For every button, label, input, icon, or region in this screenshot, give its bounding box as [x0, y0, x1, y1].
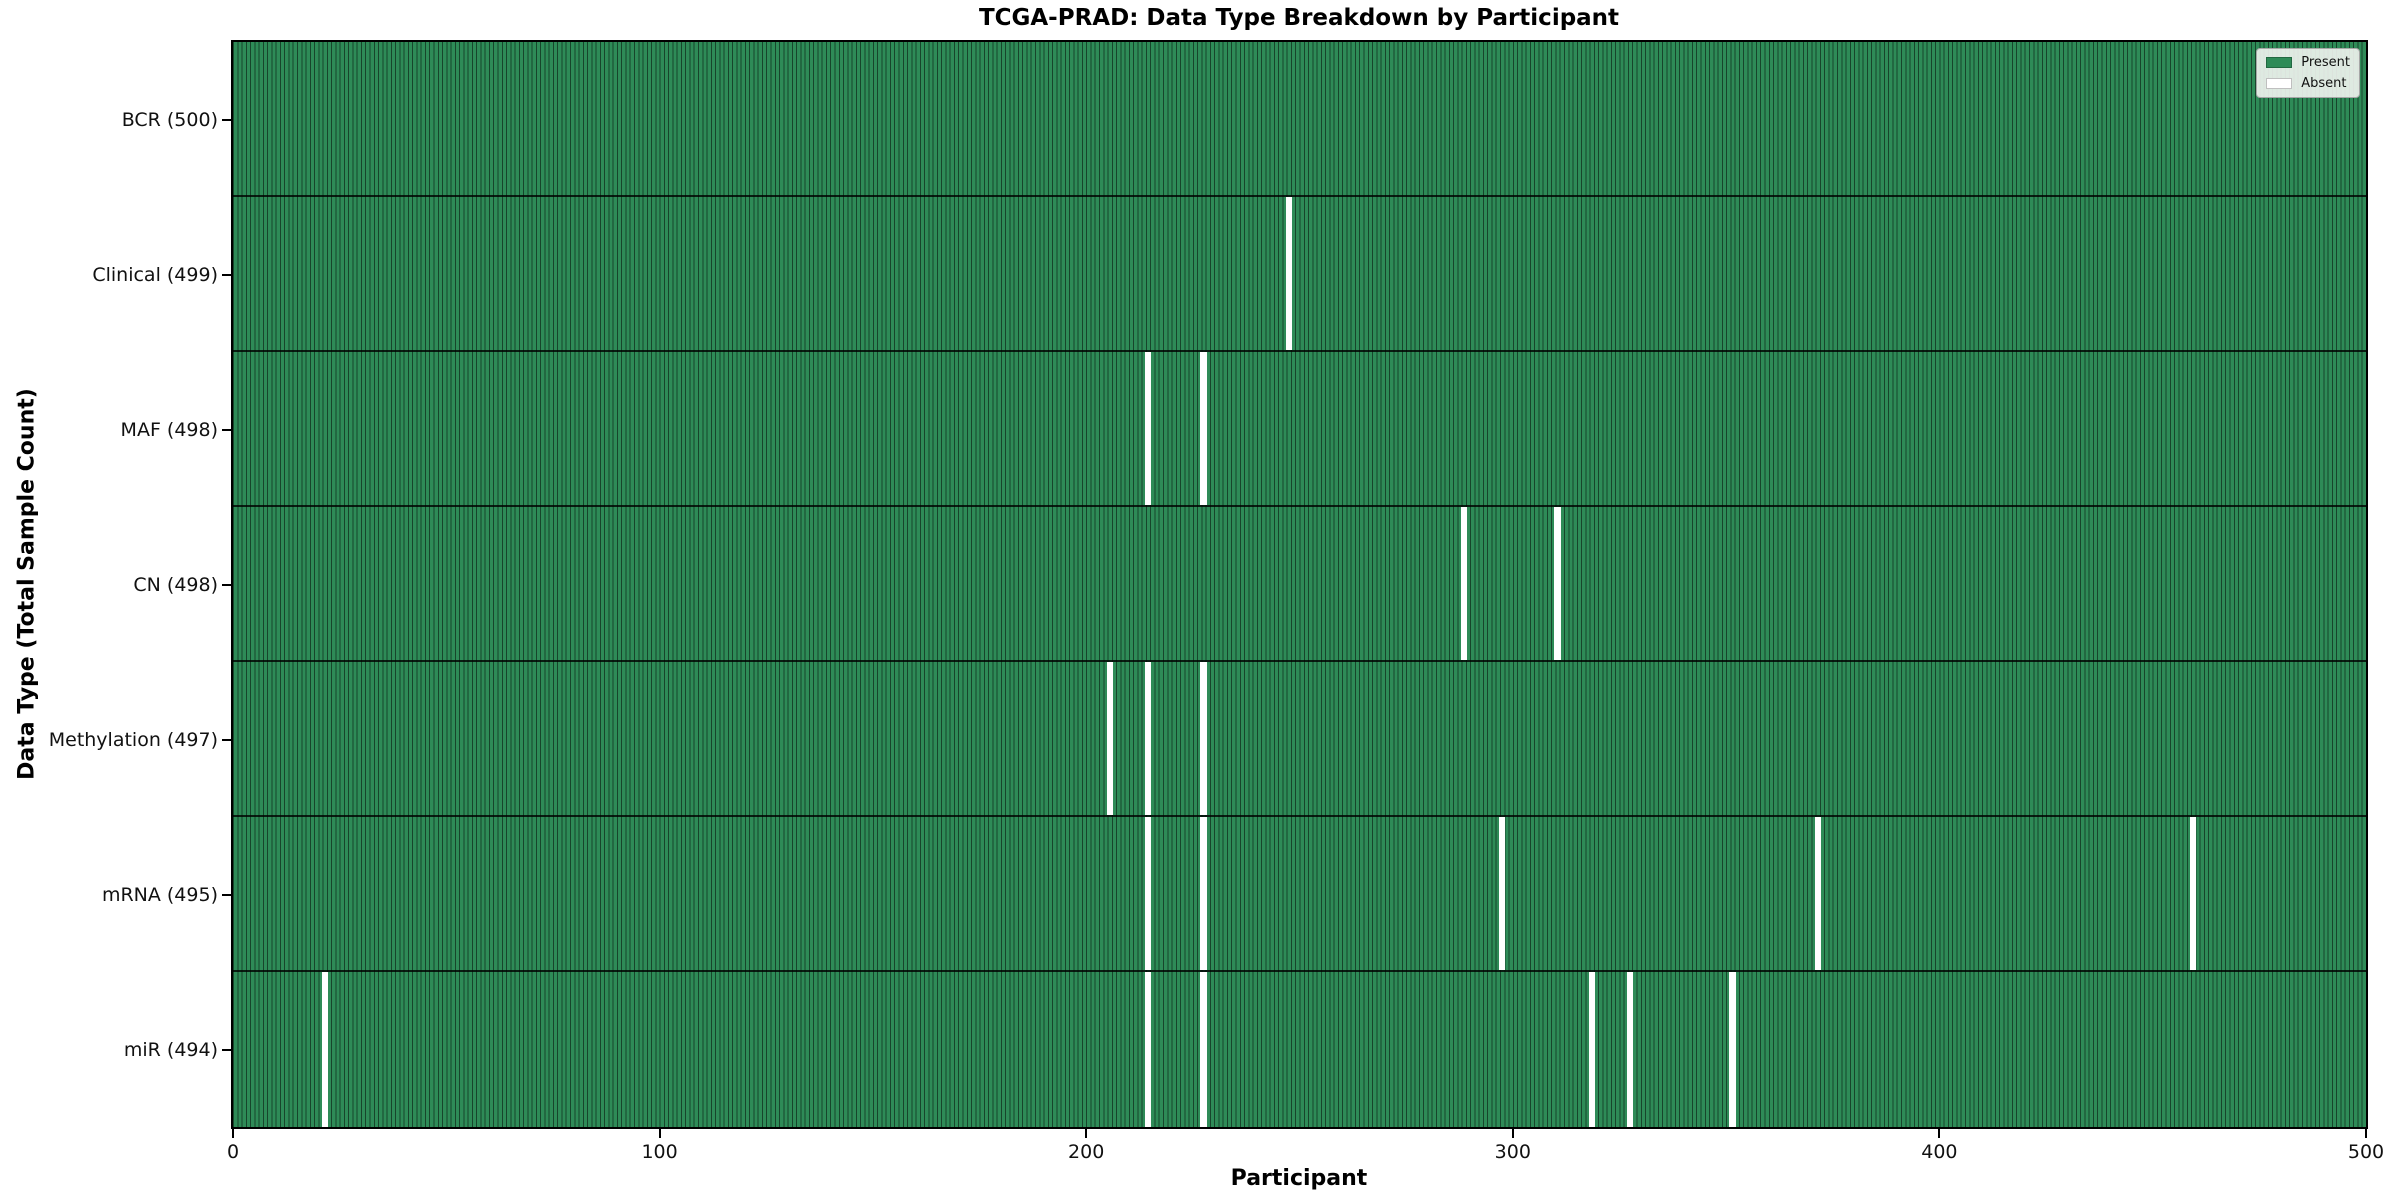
x-tick-mark	[2365, 1129, 2367, 1138]
y-tick-mark	[222, 428, 231, 431]
row-band-bcr	[233, 42, 2366, 197]
row-band-mir	[233, 972, 2366, 1127]
y-tick-mark	[222, 1048, 231, 1051]
absent-gap-mrna-371	[1814, 817, 1821, 970]
x-tick-mark	[232, 1129, 234, 1138]
plot-area: Present Absent	[231, 40, 2368, 1129]
y-tick-mark	[222, 893, 231, 896]
row-band-cn	[233, 507, 2366, 662]
absent-gap-mrna-459	[2190, 817, 2197, 970]
absent-gap-methylation-214	[1144, 662, 1152, 815]
y-tick-label-methylation: Methylation (497)	[48, 728, 218, 751]
x-tick-label-500: 500	[2347, 1141, 2385, 1163]
y-tick-label-cn: CN (498)	[133, 573, 218, 596]
x-tick-mark	[1085, 1129, 1088, 1138]
legend-label-present: Present	[2301, 55, 2350, 70]
absent-gap-mrna-297	[1499, 817, 1506, 970]
absent-gap-methylation-227	[1200, 662, 1207, 815]
row-band-clinical	[233, 197, 2366, 352]
x-tick-label-400: 400	[1921, 1141, 1958, 1163]
absent-gap-cn-310	[1554, 507, 1561, 660]
absent-gap-mrna-227	[1200, 817, 1207, 970]
absent-gap-mrna-214	[1144, 817, 1152, 970]
x-tick-mark	[1938, 1129, 1941, 1138]
x-axis-label: Participant	[1230, 1166, 1368, 1191]
y-tick-label-bcr: BCR (500)	[121, 108, 218, 131]
absent-gap-methylation-205	[1106, 662, 1113, 815]
row-band-mrna	[233, 817, 2366, 972]
legend-entry-present: Present	[2266, 55, 2350, 70]
y-tick-label-mrna: mRNA (495)	[101, 883, 218, 906]
absent-gap-maf-227	[1200, 352, 1207, 505]
legend-swatch-present	[2266, 57, 2293, 68]
y-tick-label-maf: MAF (498)	[120, 418, 218, 441]
absent-gap-mir-21	[321, 972, 328, 1127]
y-tick-mark	[222, 118, 231, 121]
y-tick-label-clinical: Clinical (499)	[92, 263, 218, 286]
y-tick-label-mir: miR (494)	[123, 1038, 218, 1061]
x-tick-mark	[1511, 1129, 1514, 1138]
legend: Present Absent	[2256, 48, 2360, 98]
y-tick-mark	[222, 738, 231, 741]
y-tick-mark	[222, 273, 231, 276]
x-tick-label-200: 200	[1068, 1141, 1105, 1163]
absent-gap-mir-327	[1626, 972, 1634, 1127]
absent-gap-maf-214	[1144, 352, 1152, 505]
x-tick-label-100: 100	[641, 1141, 678, 1163]
absent-gap-mir-351	[1729, 972, 1736, 1127]
x-tick-label-300: 300	[1494, 1141, 1531, 1163]
chart-title: TCGA-PRAD: Data Type Breakdown by Partic…	[978, 5, 1620, 31]
absent-gap-mir-318	[1588, 972, 1595, 1127]
absent-gap-clinical-247	[1285, 197, 1292, 350]
x-tick-label-0: 0	[226, 1141, 240, 1163]
absent-gap-mir-214	[1144, 972, 1152, 1127]
absent-gap-mir-227	[1200, 972, 1207, 1127]
y-tick-mark	[222, 583, 231, 586]
legend-entry-absent: Absent	[2266, 76, 2350, 91]
legend-label-absent: Absent	[2301, 76, 2347, 91]
absent-gap-cn-288	[1460, 507, 1467, 660]
legend-swatch-absent	[2266, 78, 2293, 89]
x-tick-mark	[658, 1129, 661, 1138]
row-band-methylation	[233, 662, 2366, 817]
row-band-maf	[233, 352, 2366, 507]
